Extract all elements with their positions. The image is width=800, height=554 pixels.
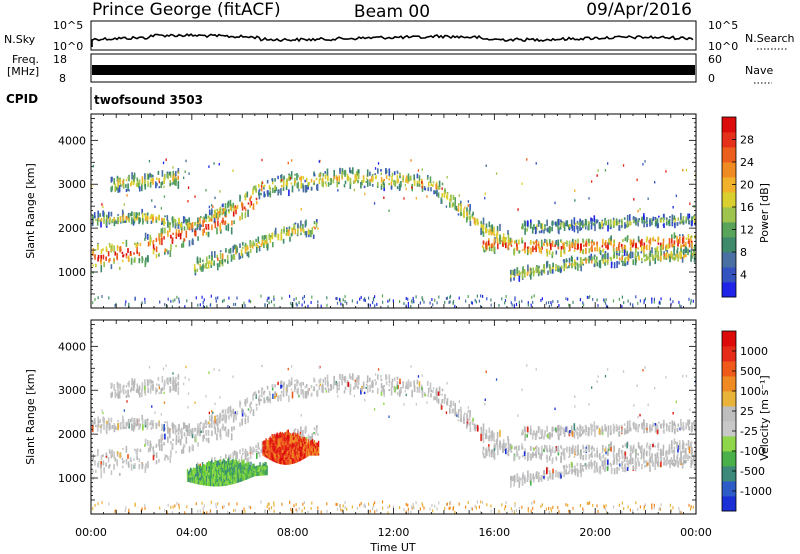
power-ylabel: Slant Range [km] <box>24 163 37 259</box>
cpid-label: CPID <box>6 92 38 106</box>
velocity-colorbar-swatch <box>722 391 736 407</box>
power-colorbar-tick: 28 <box>740 134 754 147</box>
power-colorbar-swatch <box>722 252 736 268</box>
velocity-colorbar-swatch <box>722 451 736 467</box>
power-colorbar-swatch <box>722 177 736 193</box>
nsearch-tick-bottom: 10^0 <box>708 40 738 53</box>
freq-label: Freq. <box>12 53 39 66</box>
velocity-colorbar-swatch <box>722 361 736 377</box>
x-tick-6: 00:00 <box>680 526 712 539</box>
velocity-colorbar-swatch <box>722 436 736 452</box>
nsky-strip: N.Sky 10^5 10^0 10^5 10^0 N.Search <box>4 19 795 53</box>
x-tick-3: 12:00 <box>378 526 410 539</box>
power-colorbar: 28 24 20 16 12 8 4 <box>721 116 754 298</box>
power-colorbar-swatch <box>722 267 736 283</box>
power-colorbar-tick: 16 <box>740 201 754 214</box>
velocity-colorbar-swatch <box>722 331 736 347</box>
nave-tick-top: 60 <box>708 53 722 66</box>
velocity-colorbar-tick: 1000 <box>740 345 768 358</box>
velocity-y-tick-2000: 2000 <box>58 428 86 441</box>
power-y-tick-4000: 4000 <box>58 134 86 147</box>
power-colorbar-swatch <box>722 282 736 298</box>
x-tick-5: 20:00 <box>579 526 611 539</box>
freq-tick-top: 18 <box>53 53 67 66</box>
power-colorbar-swatch <box>722 162 736 178</box>
power-colorbar-swatch <box>722 132 736 148</box>
station-title: Prince George (fitACF) <box>92 0 281 20</box>
nave-label: Nave <box>745 64 773 77</box>
power-y-tick-3000: 3000 <box>58 178 86 191</box>
velocity-colorbar-swatch <box>722 496 736 512</box>
power-y-tick-2000: 2000 <box>58 222 86 235</box>
freq-unit-label: [MHz] <box>7 65 39 78</box>
nsky-label: N.Sky <box>4 33 36 46</box>
power-colorbar-swatch <box>722 222 736 238</box>
power-colorbar-label: Power [dB] <box>758 183 771 243</box>
velocity-colorbar-tick: -25 <box>740 425 758 438</box>
power-colorbar-tick: 20 <box>740 179 754 192</box>
velocity-colorbar-tick: -100 <box>740 445 765 458</box>
nsearch-tick-top: 10^5 <box>708 19 738 32</box>
power-y-tick-1000: 1000 <box>58 266 86 279</box>
power-colorbar-swatch <box>722 117 736 133</box>
power-colorbar-tick: 4 <box>740 269 747 282</box>
power-colorbar-tick: 8 <box>740 246 747 259</box>
power-colorbar-swatch <box>722 237 736 253</box>
nave-tick-bottom: 0 <box>708 72 715 85</box>
x-tick-0: 00:00 <box>75 526 107 539</box>
x-axis-label: Time UT <box>369 541 415 554</box>
velocity-y-tick-3000: 3000 <box>58 384 86 397</box>
velocity-colorbar-swatch <box>722 346 736 362</box>
velocity-y-tick-1000: 1000 <box>58 472 86 485</box>
velocity-colorbar-tick: 25 <box>740 405 754 418</box>
velocity-colorbar: 1000 500 100 25 -25 -100 -500 -1000 <box>721 330 772 512</box>
velocity-colorbar-swatch <box>722 481 736 497</box>
nsky-tick-bottom: 10^0 <box>53 40 83 53</box>
velocity-colorbar-swatch <box>722 376 736 392</box>
velocity-colorbar-swatch <box>722 406 736 422</box>
x-tick-1: 04:00 <box>176 526 208 539</box>
beam-title: Beam 00 <box>354 2 430 22</box>
power-colorbar-tick: 12 <box>740 224 754 237</box>
freq-tick-bottom: 8 <box>59 72 66 85</box>
cpid-strip: CPID twofsound 3503 <box>6 87 203 110</box>
velocity-colorbar-tick: 500 <box>740 365 761 378</box>
power-colorbar-tick: 24 <box>740 156 754 169</box>
velocity-colorbar-tick: 100 <box>740 385 761 398</box>
freq-strip: Freq. [MHz] 18 8 60 0 Nave <box>7 53 773 85</box>
power-colorbar-swatch <box>722 147 736 163</box>
power-panel: 1000 2000 3000 4000 Slant Range [km] <box>24 113 697 309</box>
cpid-value: twofsound 3503 <box>94 93 203 107</box>
velocity-y-tick-4000: 4000 <box>58 340 86 353</box>
power-colorbar-swatch <box>722 207 736 223</box>
velocity-ylabel: Slant Range [km] <box>24 369 37 465</box>
power-colorbar-swatch <box>722 192 736 208</box>
velocity-panel: 1000 2000 3000 4000 Slant Range [km] <box>24 319 697 515</box>
x-tick-2: 08:00 <box>277 526 309 539</box>
date-title: 09/Apr/2016 <box>586 0 692 20</box>
velocity-colorbar-swatch <box>722 421 736 437</box>
velocity-colorbar-tick: -500 <box>740 465 765 478</box>
x-tick-4: 16:00 <box>478 526 510 539</box>
nsky-tick-top: 10^5 <box>53 19 83 32</box>
nsearch-label: N.Search <box>745 32 795 45</box>
velocity-colorbar-tick: -1000 <box>740 485 772 498</box>
velocity-colorbar-label: Velocity [m s⁻¹] <box>758 375 771 460</box>
velocity-colorbar-swatch <box>722 466 736 482</box>
